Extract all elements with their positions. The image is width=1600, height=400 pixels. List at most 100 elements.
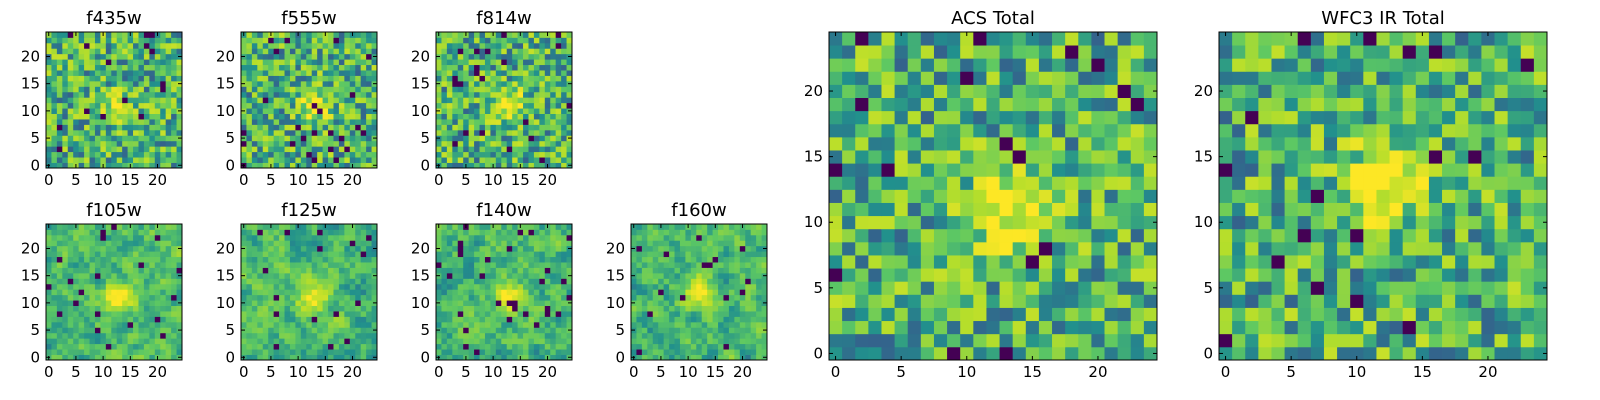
heatmap-cell (73, 59, 80, 66)
heatmap-cell (317, 151, 323, 158)
heatmap-cell (658, 321, 665, 328)
heatmap-cell (344, 80, 351, 87)
heatmap-cell (544, 240, 551, 247)
heatmap-cell (127, 245, 134, 252)
heatmap-cell (73, 321, 80, 328)
heatmap-cell (533, 349, 540, 355)
heatmap-cell (306, 119, 313, 125)
heatmap-cell (349, 245, 356, 252)
heatmap-cell (262, 256, 269, 263)
heatmap-cell (674, 338, 681, 345)
heatmap-cell (127, 289, 134, 296)
heatmap-cell (311, 53, 318, 60)
heatmap-cell (165, 32, 172, 38)
heatmap-cell (165, 59, 172, 66)
heatmap-cell (143, 267, 150, 274)
heatmap-cell (94, 294, 101, 301)
heatmap-cell (322, 267, 329, 274)
heatmap-cell (566, 311, 573, 317)
heatmap-cell (463, 70, 470, 76)
heatmap-cell (1078, 307, 1092, 322)
heatmap-cell (933, 307, 948, 322)
heatmap-cell (674, 294, 681, 301)
heatmap-cell (734, 300, 741, 306)
heatmap-cell (300, 289, 307, 296)
heatmap-cell (495, 229, 502, 236)
heatmap-cell (523, 354, 529, 361)
heatmap-cell (555, 338, 562, 345)
heatmap-cell (555, 294, 562, 301)
heatmap-cell (89, 59, 96, 66)
heatmap-cell (718, 272, 724, 279)
heatmap-cell (165, 135, 172, 142)
heatmap-cell (257, 42, 264, 49)
heatmap-cell (160, 240, 167, 247)
heatmap-cell (829, 307, 843, 322)
heatmap-cell (360, 316, 367, 323)
heatmap-cell (366, 113, 372, 120)
heatmap-cell (160, 135, 167, 142)
heatmap-cell (241, 97, 247, 104)
heatmap-cell (701, 229, 708, 236)
heatmap-cell (490, 305, 497, 312)
heatmap-cell (679, 349, 686, 355)
heatmap-cell (360, 124, 367, 131)
heatmap-cell (122, 53, 128, 60)
heatmap-cell (907, 255, 922, 269)
heatmap-cell (89, 256, 96, 263)
heatmap-cell (94, 272, 101, 279)
heatmap-cell (262, 42, 269, 49)
heatmap-cell (268, 294, 275, 301)
heatmap-cell (490, 64, 497, 71)
heatmap-cell (1104, 281, 1119, 295)
heatmap-cell (289, 119, 296, 125)
heatmap-cell (1038, 150, 1053, 164)
heatmap-cell (479, 245, 486, 252)
heatmap-cell (517, 53, 524, 60)
heatmap-cell (317, 311, 323, 317)
heatmap-cell (868, 333, 882, 348)
heatmap-cell (268, 316, 275, 323)
heatmap-cell (690, 256, 697, 263)
heatmap-cell (355, 251, 362, 258)
heatmap-cell (154, 245, 161, 252)
heatmap-cell (295, 48, 302, 55)
heatmap-cell (1104, 189, 1119, 203)
heatmap-cell (479, 321, 486, 328)
heatmap-cell (490, 294, 497, 301)
heatmap-cell (171, 102, 177, 109)
heatmap-cell (127, 140, 134, 147)
heatmap-cell (1130, 189, 1145, 203)
heatmap-cell (674, 224, 681, 230)
heatmap-cell (679, 234, 686, 241)
heatmap-cell (685, 267, 692, 274)
heatmap-cell (133, 146, 139, 153)
heatmap-cell (262, 102, 269, 109)
heatmap-cell (328, 97, 334, 104)
heatmap-cell (262, 91, 269, 98)
heatmap-cell (56, 97, 63, 104)
heatmap-cell (1130, 307, 1145, 322)
heatmap-cell (533, 91, 540, 98)
heatmap-cell (160, 64, 167, 71)
heatmap-cell (999, 268, 1014, 282)
heatmap-cell (474, 135, 480, 142)
heatmap-cell (127, 229, 134, 236)
heatmap-cell (436, 157, 442, 163)
heatmap-cell (355, 256, 362, 263)
heatmap-cell (176, 338, 183, 345)
heatmap-cell (457, 338, 464, 345)
heatmap-cell (84, 42, 90, 49)
heatmap-cell (143, 86, 150, 93)
heatmap-cell (328, 321, 334, 328)
heatmap-cell (468, 305, 475, 312)
heatmap-cell (143, 305, 150, 312)
heatmap-cell (523, 59, 529, 66)
heatmap-cell (566, 86, 573, 93)
axes-frame (435, 31, 573, 169)
heatmap-cell (251, 305, 258, 312)
heatmap-cell (251, 234, 258, 241)
heatmap-cell (257, 32, 264, 38)
heatmap-cell (306, 80, 313, 87)
heatmap-cell (973, 163, 987, 177)
